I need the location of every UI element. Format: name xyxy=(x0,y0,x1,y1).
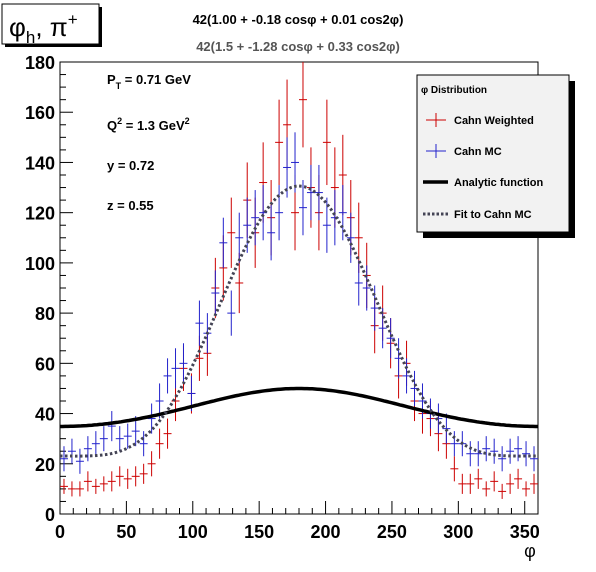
formula-fit: 42(1.5 + -1.28 cosφ + 0.33 cos2φ) xyxy=(196,39,400,54)
svg-text:Fit to Cahn MC: Fit to Cahn MC xyxy=(454,209,532,221)
formula-analytic: 42(1.00 + -0.18 cosφ + 0.01 cos2φ) xyxy=(193,12,404,27)
kin-z: z = 0.55 xyxy=(107,198,154,213)
y-tick-label: 80 xyxy=(35,304,55,324)
svg-text:Analytic function: Analytic function xyxy=(454,177,544,189)
x-tick-label: 100 xyxy=(178,522,208,542)
legend-entry-fit: Fit to Cahn MC xyxy=(423,209,532,221)
x-tick-label: 150 xyxy=(244,522,274,542)
y-tick-label: 180 xyxy=(25,53,55,73)
y-tick-label: 20 xyxy=(35,455,55,475)
svg-text:φh, π+: φh, π+ xyxy=(9,10,78,47)
kinematics: PT = 0.71 GeV Q2 = 1.3 GeV2 y = 0.72 z =… xyxy=(107,72,191,213)
pad-label-main: φ xyxy=(9,12,26,42)
series-cahn-mc xyxy=(60,132,538,474)
kin-q2: Q2 = 1.3 GeV2 xyxy=(107,116,190,133)
fit-to-cahn-mc-line xyxy=(60,184,538,458)
y-tick-label: 60 xyxy=(35,354,55,374)
legend-entry-cahn-mc: Cahn MC xyxy=(426,144,502,158)
y-tick-label: 140 xyxy=(25,153,55,173)
series-layer xyxy=(60,62,538,499)
legend-header: φ Distribution xyxy=(421,85,487,96)
x-tick-label: 300 xyxy=(443,522,473,542)
pad-label-sub: h xyxy=(26,28,35,47)
kin-pt: PT = 0.71 GeV xyxy=(107,72,191,91)
y-tick-label: 120 xyxy=(25,204,55,224)
y-tick-label: 0 xyxy=(45,505,55,525)
y-tick-label: 100 xyxy=(25,254,55,274)
svg-text:Cahn Weighted: Cahn Weighted xyxy=(454,115,534,127)
x-tick-label: 0 xyxy=(55,522,65,542)
x-tick-label: 50 xyxy=(116,522,136,542)
x-axis-label: φ xyxy=(524,541,536,561)
y-tick-label: 160 xyxy=(25,103,55,123)
pad-label-sup: + xyxy=(68,10,78,29)
x-tick-label: 250 xyxy=(377,522,407,542)
x-tick-label: 200 xyxy=(311,522,341,542)
y-tick-label: 40 xyxy=(35,405,55,425)
svg-text:Cahn MC: Cahn MC xyxy=(454,146,502,158)
pad-label: φh, π+ xyxy=(1,3,102,47)
axes: 0 20 40 60 80 100 120 140 160 180 0 50 100 150 200 250 3… xyxy=(25,53,540,542)
x-tick-label: 350 xyxy=(510,522,540,542)
pad-label-tail: , π xyxy=(35,12,67,42)
legend: φ Distribution Cahn Weighted Cahn MC Ana… xyxy=(416,74,575,238)
legend-entry-cahn-weighted: Cahn Weighted xyxy=(426,113,534,127)
analytic-function-line xyxy=(60,386,538,429)
legend-entry-analytic: Analytic function xyxy=(423,177,544,189)
kin-y: y = 0.72 xyxy=(107,158,154,173)
